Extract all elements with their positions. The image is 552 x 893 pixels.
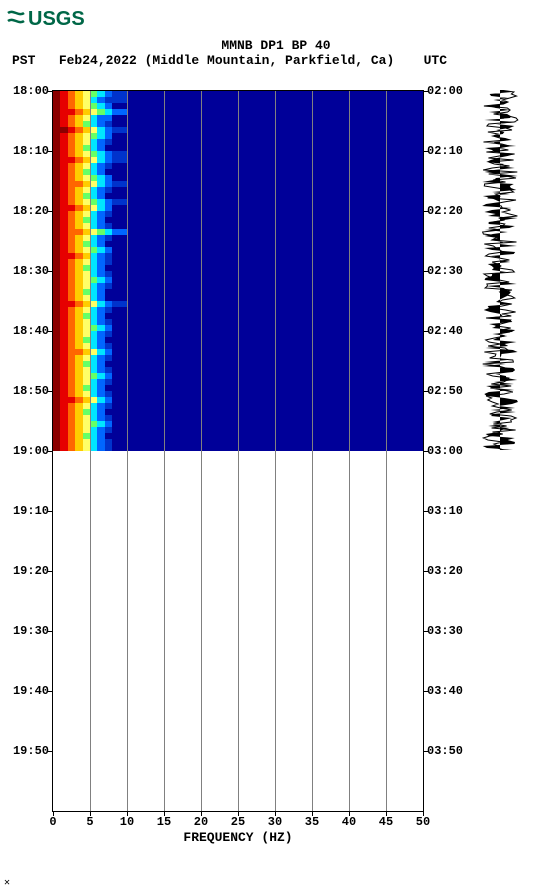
x-tick-label: 5 <box>75 815 105 829</box>
x-tick-label: 0 <box>38 815 68 829</box>
y-tick-right: 03:50 <box>427 744 467 758</box>
gridline <box>238 91 239 811</box>
station-label: Feb24,2022 (Middle Mountain, Parkfield, … <box>59 53 394 68</box>
x-tick-label: 45 <box>371 815 401 829</box>
y-tick-right: 02:00 <box>427 84 467 98</box>
gridline <box>386 91 387 811</box>
x-tick-label: 15 <box>149 815 179 829</box>
page: USGS MMNB DP1 BP 40 PST Feb24,2022 (Midd… <box>0 0 552 893</box>
y-tick-right: 03:10 <box>427 504 467 518</box>
y-tick-left: 19:40 <box>9 684 49 698</box>
x-axis-label: FREQUENCY (HZ) <box>53 830 423 845</box>
y-tick-left: 18:40 <box>9 324 49 338</box>
y-tick-right: 03:30 <box>427 624 467 638</box>
title-block: MMNB DP1 BP 40 PST Feb24,2022 (Middle Mo… <box>0 38 552 68</box>
x-tick-label: 10 <box>112 815 142 829</box>
tz-right-label: UTC <box>424 53 447 68</box>
gridline <box>312 91 313 811</box>
gridline <box>127 91 128 811</box>
y-tick-left: 19:30 <box>9 624 49 638</box>
y-tick-right: 02:20 <box>427 204 467 218</box>
y-tick-left: 19:50 <box>9 744 49 758</box>
y-tick-left: 19:10 <box>9 504 49 518</box>
chart-subtitle: PST Feb24,2022 (Middle Mountain, Parkfie… <box>0 53 552 68</box>
y-tick-right: 03:40 <box>427 684 467 698</box>
y-tick-left: 19:20 <box>9 564 49 578</box>
y-tick-right: 02:30 <box>427 264 467 278</box>
footer-mark: ✕ <box>4 877 10 889</box>
gridline <box>90 91 91 811</box>
usgs-logo: USGS <box>6 3 106 37</box>
y-tick-left: 18:50 <box>9 384 49 398</box>
tz-left-label: PST <box>12 53 35 68</box>
y-tick-right: 03:00 <box>427 444 467 458</box>
x-tick-label: 35 <box>297 815 327 829</box>
waveform-trace <box>480 90 520 450</box>
x-tick-label: 50 <box>408 815 438 829</box>
x-tick-label: 25 <box>223 815 253 829</box>
gridline <box>201 91 202 811</box>
y-tick-left: 18:10 <box>9 144 49 158</box>
y-tick-left: 18:00 <box>9 84 49 98</box>
y-tick-left: 19:00 <box>9 444 49 458</box>
chart-title: MMNB DP1 BP 40 <box>0 38 552 53</box>
x-tick-label: 30 <box>260 815 290 829</box>
x-tick-label: 40 <box>334 815 364 829</box>
gridline <box>349 91 350 811</box>
gridline <box>164 91 165 811</box>
spectrogram-plot: FREQUENCY (HZ) 0510152025303540455018:00… <box>52 90 424 812</box>
y-tick-right: 02:40 <box>427 324 467 338</box>
svg-text:USGS: USGS <box>28 8 85 30</box>
y-tick-right: 03:20 <box>427 564 467 578</box>
y-tick-right: 02:50 <box>427 384 467 398</box>
gridline <box>275 91 276 811</box>
x-tick-label: 20 <box>186 815 216 829</box>
y-tick-left: 18:20 <box>9 204 49 218</box>
y-tick-right: 02:10 <box>427 144 467 158</box>
y-tick-left: 18:30 <box>9 264 49 278</box>
